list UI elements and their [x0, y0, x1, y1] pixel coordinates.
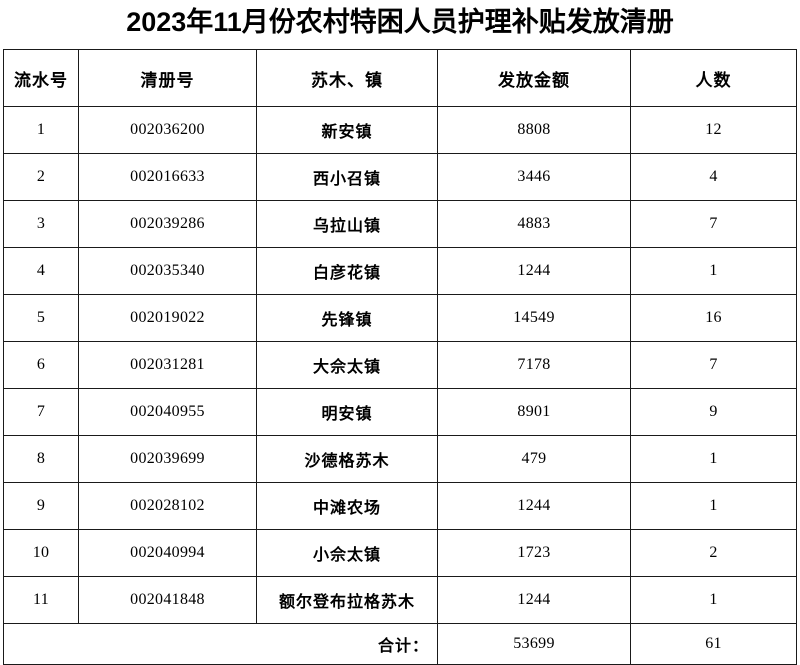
total-people: 61 — [630, 623, 797, 665]
table-row: 7 002040955 明安镇 8901 9 — [3, 388, 797, 436]
cell-reg: 002035340 — [78, 247, 257, 295]
table-row: 10 002040994 小佘太镇 1723 2 — [3, 529, 797, 577]
cell-amount: 3446 — [437, 153, 631, 201]
cell-seq: 10 — [3, 529, 79, 577]
cell-seq: 4 — [3, 247, 79, 295]
total-label: 合计： — [3, 623, 438, 665]
cell-reg: 002039286 — [78, 200, 257, 248]
page-title: 2023年11月份农村特困人员护理补贴发放清册 — [126, 7, 674, 37]
cell-people: 7 — [630, 341, 797, 389]
cell-reg: 002016633 — [78, 153, 257, 201]
cell-seq: 1 — [3, 106, 79, 154]
cell-people: 7 — [630, 200, 797, 248]
cell-seq: 7 — [3, 388, 79, 436]
cell-reg: 002028102 — [78, 482, 257, 530]
cell-people: 2 — [630, 529, 797, 577]
cell-people: 1 — [630, 576, 797, 624]
cell-amount: 479 — [437, 435, 631, 483]
cell-amount: 1723 — [437, 529, 631, 577]
column-header-seq: 流水号 — [3, 49, 79, 107]
column-header-people: 人数 — [630, 49, 797, 107]
cell-people: 4 — [630, 153, 797, 201]
table-header: 流水号 清册号 苏木、镇 发放金额 人数 — [3, 49, 797, 107]
cell-town: 明安镇 — [256, 388, 438, 436]
cell-amount: 1244 — [437, 576, 631, 624]
cell-amount: 4883 — [437, 200, 631, 248]
cell-town: 白彦花镇 — [256, 247, 438, 295]
table-row: 5 002019022 先锋镇 14549 16 — [3, 294, 797, 342]
cell-people: 1 — [630, 435, 797, 483]
cell-seq: 9 — [3, 482, 79, 530]
cell-reg: 002040955 — [78, 388, 257, 436]
cell-amount: 1244 — [437, 247, 631, 295]
cell-seq: 3 — [3, 200, 79, 248]
cell-reg: 002019022 — [78, 294, 257, 342]
table-row: 9 002028102 中滩农场 1244 1 — [3, 482, 797, 530]
table-row: 4 002035340 白彦花镇 1244 1 — [3, 247, 797, 295]
cell-town: 中滩农场 — [256, 482, 438, 530]
cell-town: 大佘太镇 — [256, 341, 438, 389]
table-row: 8 002039699 沙德格苏木 479 1 — [3, 435, 797, 483]
cell-seq: 2 — [3, 153, 79, 201]
cell-seq: 6 — [3, 341, 79, 389]
cell-town: 乌拉山镇 — [256, 200, 438, 248]
table-row: 6 002031281 大佘太镇 7178 7 — [3, 341, 797, 389]
cell-reg: 002039699 — [78, 435, 257, 483]
cell-people: 16 — [630, 294, 797, 342]
table-row: 11 002041848 额尔登布拉格苏木 1244 1 — [3, 576, 797, 624]
column-header-amount: 发放金额 — [437, 49, 631, 107]
cell-amount: 8808 — [437, 106, 631, 154]
roster-table-container: 流水号 清册号 苏木、镇 发放金额 人数 1 002036200 新安镇 8808 12… — [3, 49, 797, 665]
table-row: 1 002036200 新安镇 8808 12 — [3, 106, 797, 154]
cell-town: 西小召镇 — [256, 153, 438, 201]
cell-people: 9 — [630, 388, 797, 436]
cell-reg: 002031281 — [78, 341, 257, 389]
table-footer: 合计： 53699 61 — [3, 623, 797, 665]
cell-seq: 5 — [3, 294, 79, 342]
cell-people: 1 — [630, 482, 797, 530]
cell-amount: 7178 — [437, 341, 631, 389]
cell-seq: 8 — [3, 435, 79, 483]
table-body: 1 002036200 新安镇 8808 12 2 002016633 西小召镇 3446 4 3 0… — [3, 106, 797, 624]
cell-reg: 002041848 — [78, 576, 257, 624]
cell-seq: 11 — [3, 576, 79, 624]
roster-table: 流水号 清册号 苏木、镇 发放金额 人数 1 002036200 新安镇 8808 12… — [3, 49, 797, 665]
cell-town: 沙德格苏木 — [256, 435, 438, 483]
cell-reg: 002040994 — [78, 529, 257, 577]
cell-town: 额尔登布拉格苏木 — [256, 576, 438, 624]
table-row: 3 002039286 乌拉山镇 4883 7 — [3, 200, 797, 248]
cell-amount: 14549 — [437, 294, 631, 342]
total-row: 合计： 53699 61 — [3, 623, 797, 665]
cell-town: 新安镇 — [256, 106, 438, 154]
cell-amount: 1244 — [437, 482, 631, 530]
cell-town: 先锋镇 — [256, 294, 438, 342]
cell-town: 小佘太镇 — [256, 529, 438, 577]
table-row: 2 002016633 西小召镇 3446 4 — [3, 153, 797, 201]
cell-people: 1 — [630, 247, 797, 295]
column-header-reg: 清册号 — [78, 49, 257, 107]
cell-reg: 002036200 — [78, 106, 257, 154]
column-header-town: 苏木、镇 — [256, 49, 438, 107]
cell-people: 12 — [630, 106, 797, 154]
table-header-row: 流水号 清册号 苏木、镇 发放金额 人数 — [3, 49, 797, 107]
cell-amount: 8901 — [437, 388, 631, 436]
total-amount: 53699 — [437, 623, 631, 665]
